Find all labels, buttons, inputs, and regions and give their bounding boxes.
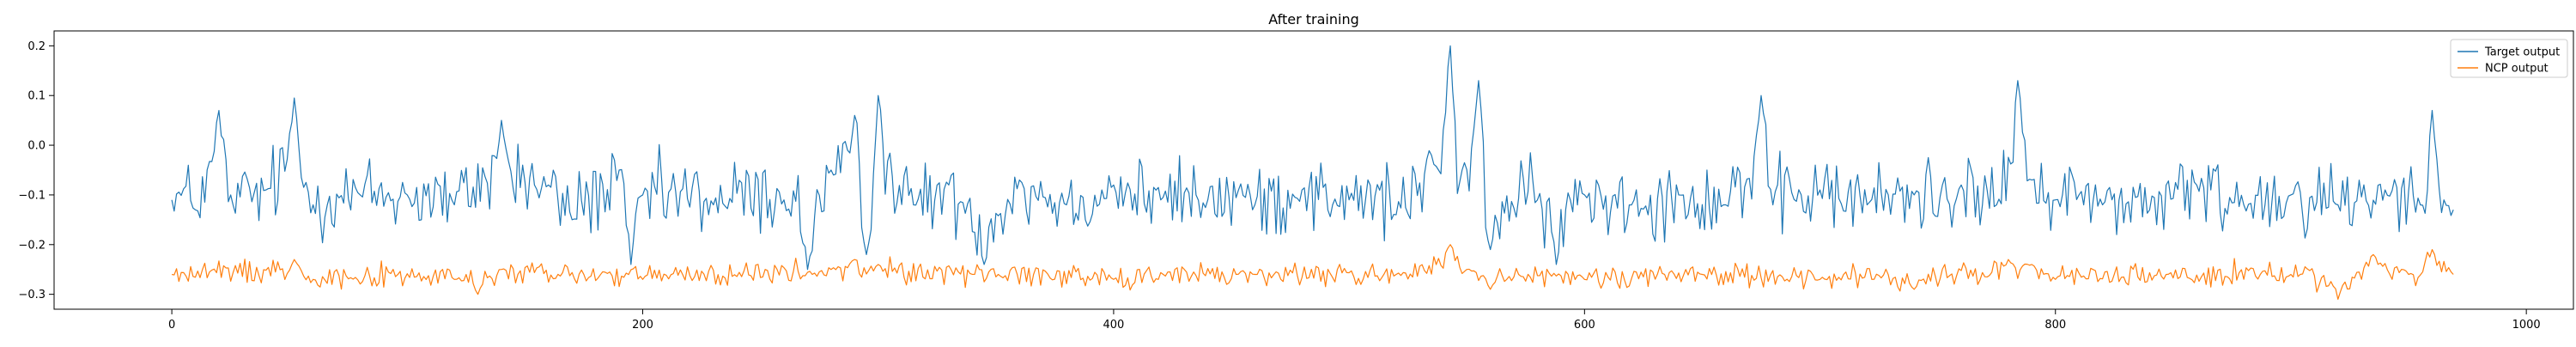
legend-label: Target output (2484, 46, 2560, 59)
y-tick-label: 0.0 (27, 140, 46, 153)
legend-box (2450, 39, 2568, 78)
y-tick-label: −0.3 (18, 289, 46, 301)
x-tick-label: 0 (168, 319, 175, 332)
y-tick-label: −0.2 (18, 239, 46, 252)
x-tick-label: 200 (632, 319, 653, 332)
y-tick-label: 0.2 (27, 40, 46, 53)
chart-title: After training (1268, 11, 1359, 27)
legend-label: NCP output (2485, 63, 2549, 76)
series-line-ncp-output (171, 244, 2454, 301)
x-tick-label: 400 (1103, 319, 1125, 332)
y-tick-label: −0.1 (18, 189, 46, 202)
axes-frame (53, 30, 2574, 310)
x-tick-label: 800 (2044, 319, 2066, 332)
y-tick-label: 0.1 (27, 90, 46, 103)
axes: 0 200 400 600 800 1000 −0.3 −0.2 −0.1 0.0 0.1 0.2 (18, 30, 2574, 332)
x-tick-label: 600 (1574, 319, 1595, 332)
x-tick-label: 1000 (2512, 319, 2541, 332)
legend: Target output NCP output (2450, 39, 2568, 78)
series-line-target-output (171, 45, 2454, 271)
plot-area (171, 45, 2454, 301)
